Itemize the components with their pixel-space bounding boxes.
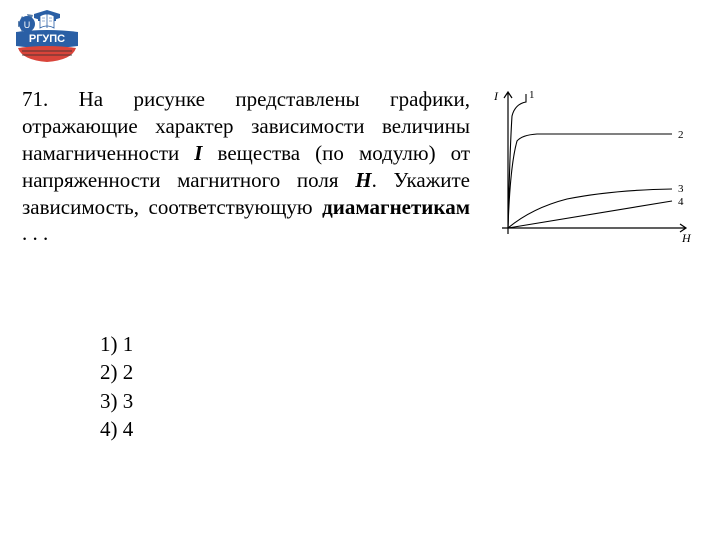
symbol-h: H — [355, 168, 371, 192]
svg-text:2: 2 — [678, 129, 684, 141]
option-1: 1) 1 — [100, 330, 133, 358]
question-ellipsis: . . . — [22, 221, 48, 245]
logo-banner-text: РГУПС — [29, 33, 65, 45]
svg-text:3: 3 — [678, 183, 684, 195]
svg-text:H: H — [681, 231, 692, 245]
magnetization-chart: I H 1 2 34 — [482, 86, 700, 256]
university-logo: U РГУПС — [12, 8, 82, 68]
option-2: 2) 2 — [100, 358, 133, 386]
question-text: 71. На рисунке представлены графики, отр… — [22, 86, 470, 256]
question-bold-end: диамагнетикам — [322, 195, 470, 219]
logo-letter: U — [24, 20, 31, 30]
answer-options: 1) 1 2) 2 3) 3 4) 4 — [100, 330, 133, 443]
svg-text:I: I — [493, 89, 499, 103]
svg-text:4: 4 — [678, 196, 684, 208]
option-3: 3) 3 — [100, 387, 133, 415]
svg-text:1: 1 — [529, 89, 535, 101]
question-number: 71. — [22, 87, 48, 111]
option-4: 4) 4 — [100, 415, 133, 443]
